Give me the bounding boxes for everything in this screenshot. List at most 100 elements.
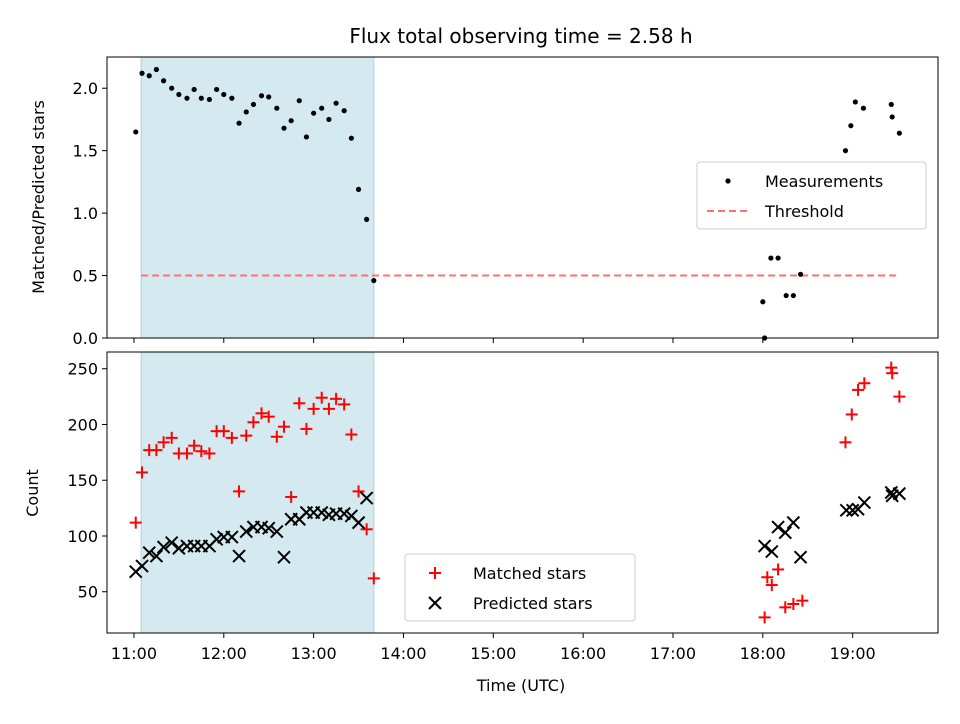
legend-matched-label: Matched stars bbox=[473, 564, 586, 583]
observing-window-shading-bottom bbox=[140, 351, 375, 634]
measurement-point bbox=[775, 255, 781, 261]
legend-measurement-marker bbox=[725, 178, 731, 184]
observing-window-band bbox=[140, 56, 375, 339]
y-tick-label: 200 bbox=[67, 415, 98, 434]
matched-star-point bbox=[195, 445, 208, 458]
measurement-point bbox=[236, 120, 242, 126]
measurement-point bbox=[303, 134, 310, 140]
measurement-point bbox=[333, 100, 339, 106]
predicted-star-point bbox=[315, 505, 329, 520]
matched-star-point bbox=[180, 447, 193, 460]
matched-star-point bbox=[360, 523, 373, 536]
matched-star-point bbox=[761, 571, 774, 584]
measurement-point bbox=[355, 186, 362, 192]
measurement-point bbox=[797, 271, 804, 277]
matched-star-point bbox=[300, 422, 313, 435]
predicted-star-point bbox=[164, 535, 179, 550]
matched-star-point bbox=[330, 392, 343, 405]
y-tick-label: 1.0 bbox=[73, 204, 98, 223]
ratio-y-axis-label: Matched/Predicted stars bbox=[29, 100, 48, 294]
predicted-star-point bbox=[270, 524, 284, 539]
x-tick-label: 19:00 bbox=[830, 644, 876, 663]
measurement-point bbox=[348, 135, 354, 141]
predicted-star-point bbox=[778, 525, 792, 540]
matched-star-point bbox=[796, 594, 809, 607]
matched-star-point bbox=[852, 383, 865, 396]
measurement-point bbox=[206, 96, 213, 103]
predicted-star-point bbox=[885, 489, 899, 503]
predicted-star-point bbox=[857, 495, 872, 510]
measurement-point bbox=[341, 108, 347, 114]
measurement-point bbox=[288, 118, 294, 124]
y-tick-label: 1.5 bbox=[73, 142, 98, 161]
count-panel-frame bbox=[106, 351, 939, 634]
predicted-star-point bbox=[225, 530, 239, 544]
measurement-point bbox=[198, 95, 204, 101]
matched-star-point bbox=[787, 598, 800, 611]
measurement-point bbox=[889, 114, 895, 120]
predicted-star-point bbox=[277, 550, 291, 564]
count-legend-box bbox=[404, 553, 636, 622]
matched-star-point bbox=[262, 410, 275, 423]
matched-star-point bbox=[367, 572, 380, 585]
observing-window-shading-top bbox=[140, 56, 375, 339]
y-tick-label: 0.0 bbox=[73, 329, 98, 348]
measurement-point bbox=[221, 91, 227, 98]
matched-star-point bbox=[233, 485, 246, 498]
measurement-point bbox=[250, 101, 257, 108]
matched-star-point bbox=[338, 398, 351, 411]
x-axis-label: Time (UTC) bbox=[476, 676, 565, 695]
matched-star-point bbox=[893, 390, 906, 403]
ratio-panel-frame bbox=[106, 56, 939, 339]
measurement-points bbox=[133, 66, 902, 341]
measurement-point bbox=[848, 123, 854, 129]
measurement-point bbox=[371, 277, 377, 284]
measurement-point bbox=[860, 105, 867, 111]
predicted-star-point bbox=[239, 524, 253, 539]
measurement-point bbox=[266, 94, 272, 100]
matched-star-point bbox=[839, 436, 852, 449]
observing-window-band bbox=[140, 351, 375, 634]
matched-star-point bbox=[352, 485, 365, 498]
matched-star-point bbox=[157, 436, 170, 449]
y-tick-label: 250 bbox=[67, 360, 98, 379]
legend-threshold-label: Threshold bbox=[764, 202, 844, 221]
measurement-point bbox=[214, 86, 220, 93]
legend-predicted-label: Predicted stars bbox=[473, 594, 593, 613]
matched-star-point bbox=[772, 563, 785, 576]
matched-star-point bbox=[255, 407, 268, 420]
predicted-star-point bbox=[845, 503, 860, 518]
legend-predicted-marker bbox=[428, 596, 442, 610]
predicted-star-point bbox=[337, 506, 351, 521]
matched-star-point bbox=[240, 429, 253, 442]
measurement-point bbox=[133, 129, 139, 135]
x-tick-label: 18:00 bbox=[740, 644, 786, 663]
measurement-point bbox=[842, 148, 849, 154]
predicted-star-point bbox=[156, 540, 171, 554]
matched-star-point bbox=[203, 447, 216, 460]
matched-star-point bbox=[858, 377, 871, 390]
predicted-star-point bbox=[149, 549, 164, 563]
matched-star-point bbox=[277, 420, 290, 433]
predicted-star-point bbox=[359, 491, 374, 505]
ratio-legend-box bbox=[696, 161, 927, 230]
matched-star-point bbox=[845, 408, 858, 421]
measurement-point bbox=[311, 110, 317, 116]
measurement-point bbox=[176, 91, 182, 98]
measurement-point bbox=[888, 101, 894, 108]
measurement-point bbox=[319, 105, 325, 111]
ratio-panel: 0.00.51.01.52.0 Matched/Predicted stars … bbox=[29, 56, 939, 348]
predicted-star-point bbox=[351, 515, 366, 530]
predicted-star-point bbox=[142, 546, 156, 560]
y-tick-label: 150 bbox=[67, 471, 98, 490]
matched-star-point bbox=[188, 439, 201, 452]
measurement-point bbox=[783, 292, 789, 299]
matched-star-point bbox=[322, 402, 335, 415]
matched-star-point bbox=[247, 416, 260, 429]
matched-star-point bbox=[779, 601, 792, 614]
predicted-star-point bbox=[765, 544, 779, 559]
predicted-star-point bbox=[786, 515, 801, 530]
matched-star-point bbox=[285, 490, 298, 503]
matched-star-point bbox=[165, 431, 178, 444]
